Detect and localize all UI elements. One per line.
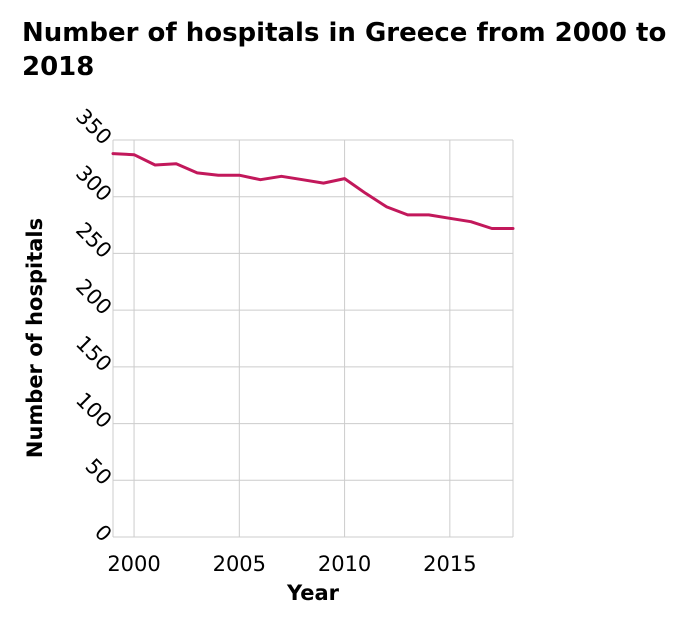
chart-title: Number of hospitals in Greece from 2000 … xyxy=(22,18,667,82)
grid-lines xyxy=(112,139,514,538)
y-tick-label: 0 xyxy=(90,520,116,546)
y-tick-label: 200 xyxy=(71,274,116,319)
x-tick-label: 2000 xyxy=(107,552,160,576)
y-axis-label: Number of hospitals xyxy=(23,218,47,458)
series-lines xyxy=(111,152,515,230)
series-line xyxy=(111,152,515,230)
y-tick-labels: 0 50 100 150 200 250 300 350 xyxy=(71,104,116,546)
x-axis-label: Year xyxy=(286,581,340,605)
y-tick-label: 300 xyxy=(71,161,116,206)
x-tick-label: 2015 xyxy=(423,552,476,576)
y-tick-label: 50 xyxy=(81,454,117,490)
y-tick-label: 350 xyxy=(71,104,116,149)
y-tick-label: 100 xyxy=(71,388,116,433)
x-tick-label: 2005 xyxy=(213,552,266,576)
x-tick-label: 2010 xyxy=(318,552,371,576)
y-tick-label: 150 xyxy=(71,331,116,376)
x-tick-labels: 2000 2005 2010 2015 xyxy=(107,552,476,576)
y-tick-label: 250 xyxy=(71,218,116,263)
